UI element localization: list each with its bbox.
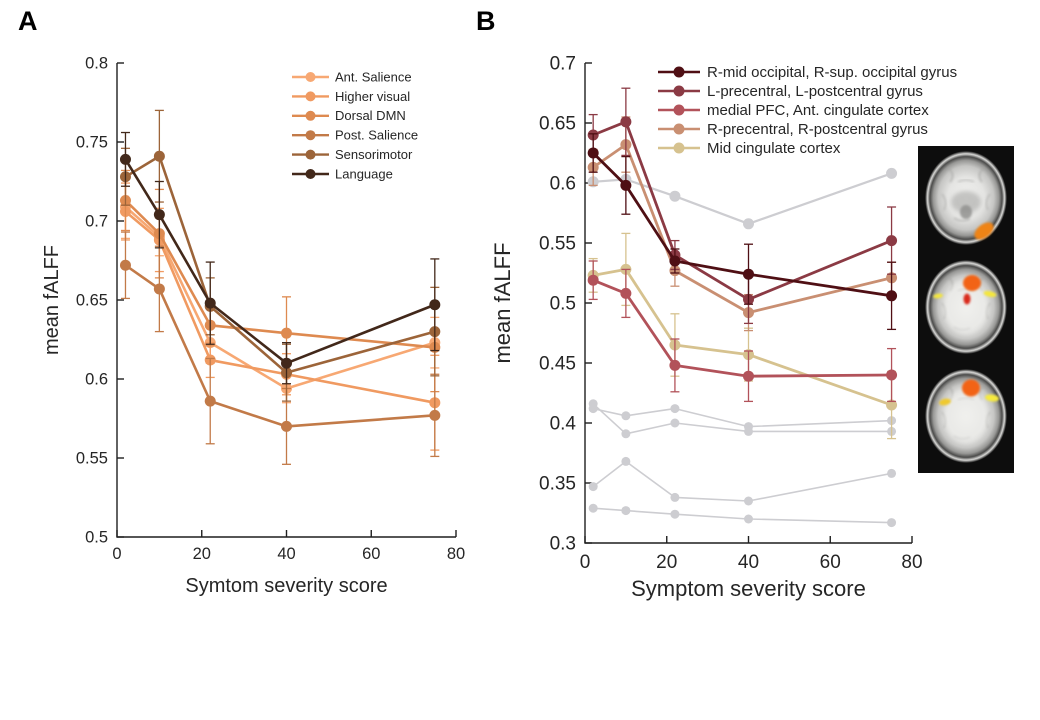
svg-text:0.7: 0.7 [85, 213, 108, 231]
svg-text:Symtom severity score: Symtom severity score [185, 575, 387, 597]
svg-text:0.35: 0.35 [539, 473, 576, 494]
svg-text:Mid cingulate cortex: Mid cingulate cortex [707, 140, 841, 157]
svg-text:0.65: 0.65 [76, 292, 108, 310]
axial-slice-cingulate [925, 260, 1007, 354]
svg-text:0: 0 [580, 552, 591, 573]
svg-text:0.7: 0.7 [550, 53, 576, 74]
panel-b-chart: 0 20 40 60 80 0.3 0.35 0.4 0.45 0.5 0.55 0.6 0.65 0.7… [490, 53, 957, 601]
svg-text:0.75: 0.75 [76, 134, 108, 152]
axial-slice-motor [925, 369, 1007, 463]
svg-text:R-mid occipital, R-sup. occipi: R-mid occipital, R-sup. occipital gyrus [707, 64, 957, 81]
svg-text:Sensorimotor: Sensorimotor [335, 147, 413, 162]
brain-inset [918, 146, 1014, 473]
svg-text:60: 60 [820, 552, 841, 573]
svg-text:0.45: 0.45 [539, 353, 576, 374]
svg-text:Language: Language [335, 166, 393, 181]
axial-slice-occipital [925, 151, 1007, 245]
svg-text:40: 40 [277, 545, 295, 563]
svg-text:L-precentral, L-postcentral gy: L-precentral, L-postcentral gyrus [707, 83, 923, 100]
svg-text:medial PFC, Ant. cingulate cor: medial PFC, Ant. cingulate cortex [707, 102, 929, 119]
L-yellow-activation [933, 293, 943, 299]
svg-text:0.4: 0.4 [550, 413, 577, 434]
svg-text:0: 0 [112, 545, 121, 563]
svg-text:Post. Salience: Post. Salience [335, 128, 418, 143]
svg-text:0.5: 0.5 [85, 529, 108, 547]
svg-text:40: 40 [738, 552, 759, 573]
svg-text:Ant. Salience: Ant. Salience [335, 69, 412, 84]
svg-text:0.55: 0.55 [539, 233, 576, 254]
svg-text:Dorsal DMN: Dorsal DMN [335, 108, 406, 123]
svg-text:80: 80 [901, 552, 922, 573]
svg-text:20: 20 [193, 545, 211, 563]
mPFC-ACC-activation [963, 275, 981, 291]
panel-a-chart: 0 20 40 60 80 0.5 0.55 0.6 0.65 0.7 0.75 0.8 Symtom … [41, 55, 465, 597]
svg-text:Symptom severity score: Symptom severity score [631, 576, 866, 601]
panel-b-label: B [476, 6, 496, 36]
svg-text:0.8: 0.8 [85, 55, 108, 73]
svg-text:0.55: 0.55 [76, 450, 108, 468]
svg-text:0.3: 0.3 [550, 533, 576, 554]
svg-text:R-precentral, R-postcentral gy: R-precentral, R-postcentral gyrus [707, 121, 928, 138]
svg-text:60: 60 [362, 545, 380, 563]
R-precentral-activation [985, 394, 999, 402]
mid-cingulate-activation [963, 293, 971, 305]
svg-text:0.5: 0.5 [550, 293, 576, 314]
svg-text:80: 80 [447, 545, 465, 563]
svg-text:0.6: 0.6 [550, 173, 576, 194]
svg-text:Higher visual: Higher visual [335, 89, 410, 104]
R-yellow-activation [983, 290, 997, 298]
svg-text:mean fALFF: mean fALFF [490, 242, 515, 363]
svg-text:20: 20 [656, 552, 677, 573]
svg-text:0.65: 0.65 [539, 113, 576, 134]
svg-text:mean fALFF: mean fALFF [41, 245, 63, 355]
svg-text:0.6: 0.6 [85, 371, 108, 389]
mPFC-activation [962, 379, 980, 397]
panel-a-label: A [18, 6, 38, 36]
L-precentral-activation [939, 398, 951, 406]
R-occipital-activation [974, 222, 994, 240]
